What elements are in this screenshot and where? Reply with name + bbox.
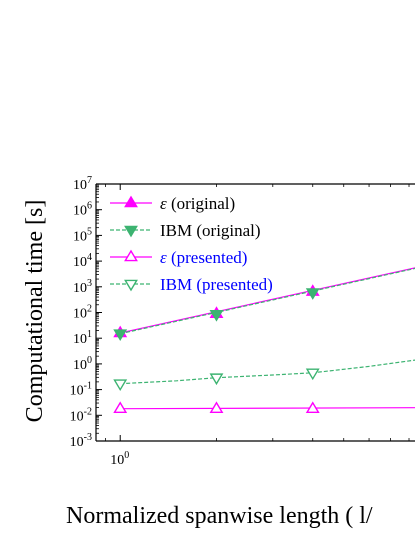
y-tick-label: 101 [73, 329, 92, 347]
series-point-3 [305, 401, 320, 414]
legend-marker-3 [124, 249, 138, 262]
series-point-4 [113, 379, 128, 392]
legend-marker-2 [124, 225, 138, 238]
legend-label-4: IBM (presented) [160, 275, 273, 294]
series-line-1 [120, 267, 415, 334]
legend-label-3: ε (presented) [160, 248, 247, 267]
series-point-4 [305, 368, 320, 381]
y-tick-label: 106 [73, 201, 92, 219]
legend-marker-4 [124, 279, 138, 292]
series-point-4 [209, 373, 224, 386]
data-layer [113, 267, 415, 414]
series-line-3 [120, 407, 415, 410]
y-tick-label: 105 [73, 226, 92, 244]
plot-area [113, 267, 415, 414]
series-line-4 [120, 359, 415, 385]
y-tick-label: 107 [73, 175, 92, 193]
legend-label-2: IBM (original) [160, 221, 261, 240]
legend-label-1: ε (original) [160, 194, 235, 213]
y-tick-label: 10-1 [70, 381, 92, 399]
axes: 10-3 10-2 10-1 100 101 102 103 104 105 106 107 100 [70, 175, 415, 468]
y-tick-label: 100 [73, 355, 92, 373]
series-line-2 [120, 267, 415, 335]
series-point-2 [305, 288, 320, 300]
x-axis-label: Normalized spanwise length ( l/ [66, 503, 373, 529]
y-tick-label: 104 [73, 252, 92, 270]
series-point-3 [209, 401, 224, 414]
x-tick-label: 100 [110, 450, 129, 468]
series-point-2 [209, 310, 224, 322]
y-tick-label: 102 [73, 304, 92, 322]
series-point-3 [113, 401, 128, 414]
y-tick-label: 103 [73, 278, 92, 296]
series-point-2 [113, 329, 128, 342]
y-tick-label: 10-3 [70, 432, 92, 450]
y-tick-label: 10-2 [70, 406, 92, 424]
y-axis-label: Computational time [s] [22, 200, 48, 423]
legend: ε (original) IBM (original) ε (presented) I… [110, 194, 273, 294]
legend-marker-1 [124, 195, 138, 208]
